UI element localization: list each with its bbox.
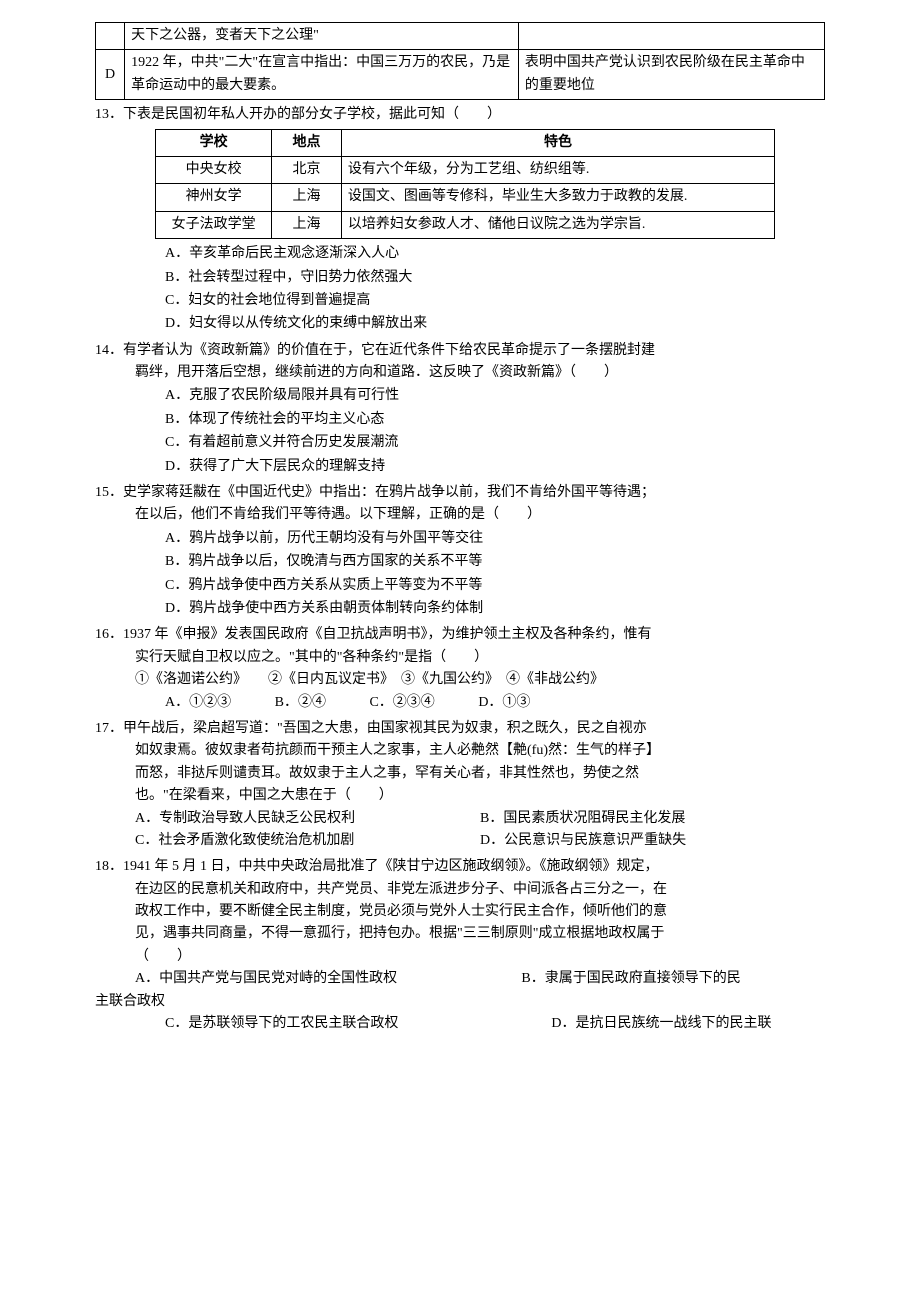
- question-stem: 16．1937 年《申报》发表国民政府《自卫抗战声明书》，为维护领土主权及各种条…: [95, 624, 825, 646]
- question-16: 16．1937 年《申报》发表国民政府《自卫抗战声明书》，为维护领土主权及各种条…: [95, 624, 825, 714]
- option-d: D．是抗日民族统一战线下的民主联: [551, 1013, 855, 1035]
- option-a: A．①②③: [165, 692, 231, 714]
- table-header: 学校: [156, 129, 272, 156]
- table-cell: 上海: [272, 184, 342, 211]
- option-d: D．妇女得以从传统文化的束缚中解放出来: [165, 313, 825, 335]
- question-stem-cont: 实行天赋自卫权以应之。"其中的"各种条约"是指（ ）: [95, 647, 825, 669]
- option-b-cont: 主联合政权: [95, 991, 825, 1013]
- table-cell: 北京: [272, 156, 342, 183]
- option-b: B．体现了传统社会的平均主义心态: [165, 409, 825, 431]
- question-stem-cont: 如奴隶焉。彼奴隶者苟抗颜而干预主人之家事，主人必艴然【艴(fu)然：生气的样子】: [95, 740, 825, 762]
- question-13: 13．下表是民国初年私人开办的部分女子学校，据此可知（ ） 学校 地点 特色 中…: [95, 104, 825, 336]
- question-stem-paren: （ ）: [95, 946, 825, 968]
- option-b: B．隶属于国民政府直接领导下的民: [521, 968, 825, 990]
- table-cell: [96, 23, 125, 50]
- question-stem: 18．1941 年 5 月 1 日，中共中央政治局批准了《陕甘宁边区施政纲领》。…: [95, 856, 825, 878]
- option-b: B．国民素质状况阻碍民主化发展: [480, 808, 825, 830]
- option-a: A．专制政治导致人民缺乏公民权利: [135, 808, 480, 830]
- table-cell: 女子法政学堂: [156, 211, 272, 238]
- options-list: A．辛亥革命后民主观念逐渐深入人心 B．社会转型过程中，守旧势力依然强大 C．妇…: [95, 243, 825, 336]
- option-d: D．获得了广大下层民众的理解支持: [165, 456, 825, 478]
- option-a: A．中国共产党与国民党对峙的全国性政权: [135, 968, 521, 990]
- question-18: 18．1941 年 5 月 1 日，中共中央政治局批准了《陕甘宁边区施政纲领》。…: [95, 856, 825, 1035]
- question-stem: 15．史学家蒋廷黻在《中国近代史》中指出：在鸦片战争以前，我们不肯给外国平等待遇…: [95, 482, 825, 504]
- table-header: 特色: [341, 129, 774, 156]
- option-c: C．社会矛盾激化致使统治危机加剧: [135, 830, 480, 852]
- option-a: A．辛亥革命后民主观念逐渐深入人心: [165, 243, 825, 265]
- option-b: B．社会转型过程中，守旧势力依然强大: [165, 267, 825, 289]
- option-a: A．鸦片战争以前，历代王朝均没有与外国平等交往: [165, 528, 825, 550]
- option-b: B．鸦片战争以后，仅晚清与西方国家的关系不平等: [165, 551, 825, 573]
- prev-question-table: 天下之公器，变者天下之公理" D 1922 年，中共"二大"在宣言中指出：中国三…: [95, 22, 825, 100]
- option-d: D．鸦片战争使中西方关系由朝贡体制转向条约体制: [165, 598, 825, 620]
- option-letter-d: D: [96, 50, 125, 100]
- options-list: A．克服了农民阶级局限并具有可行性 B．体现了传统社会的平均主义心态 C．有着超…: [95, 385, 825, 478]
- circled-statements: ①《洛迦诺公约》 ②《日内瓦议定书》 ③《九国公约》 ④《非战公约》: [95, 669, 825, 691]
- question-17: 17．甲午战后，梁启超写道："吾国之大患，由国家视其民为奴隶，积之既久，民之自视…: [95, 718, 825, 852]
- option-c: C．有着超前意义并符合历史发展潮流: [165, 432, 825, 454]
- table-cell: 神州女学: [156, 184, 272, 211]
- option-c: C．是苏联领导下的工农民主联合政权: [135, 1013, 551, 1035]
- table-cell: 天下之公器，变者天下之公理": [125, 23, 519, 50]
- question-stem-cont: 而怒，非挞斥则谴责耳。故奴隶于主人之事，罕有关心者，非其性然也，势使之然: [95, 763, 825, 785]
- options-2col: C．是苏联领导下的工农民主联合政权 D．是抗日民族统一战线下的民主联: [95, 1013, 825, 1035]
- table-cell: 设国文、图画等专修科，毕业生大多致力于政教的发展.: [341, 184, 774, 211]
- exam-page: 天下之公器，变者天下之公理" D 1922 年，中共"二大"在宣言中指出：中国三…: [0, 0, 920, 1077]
- option-a: A．克服了农民阶级局限并具有可行性: [165, 385, 825, 407]
- option-c: C．②③④: [369, 692, 434, 714]
- q13-schools-table: 学校 地点 特色 中央女校 北京 设有六个年级，分为工艺组、纺织组等. 神州女学…: [155, 129, 775, 240]
- question-stem: 13．下表是民国初年私人开办的部分女子学校，据此可知（ ）: [95, 104, 825, 126]
- option-d: D．①③: [478, 692, 530, 714]
- option-b: B．②④: [275, 692, 326, 714]
- table-cell: 表明中国共产党认识到农民阶级在民主革命中的重要地位: [518, 50, 824, 100]
- option-d: D．公民意识与民族意识严重缺失: [480, 830, 825, 852]
- options-2col: A．专制政治导致人民缺乏公民权利 B．国民素质状况阻碍民主化发展 C．社会矛盾激…: [95, 808, 825, 853]
- question-stem-cont: 见，遇事共同商量，不得一意孤行，把持包办。根据"三三制原则"成立根据地政权属于: [95, 923, 825, 945]
- question-stem: 17．甲午战后，梁启超写道："吾国之大患，由国家视其民为奴隶，积之既久，民之自视…: [95, 718, 825, 740]
- option-c: C．鸦片战争使中西方关系从实质上平等变为不平等: [165, 575, 825, 597]
- table-cell: [518, 23, 824, 50]
- question-stem-cont: 羁绊，甩开落后空想，继续前进的方向和道路．这反映了《资政新篇》（ ）: [95, 362, 825, 384]
- question-15: 15．史学家蒋廷黻在《中国近代史》中指出：在鸦片战争以前，我们不肯给外国平等待遇…: [95, 482, 825, 620]
- question-stem-cont: 在边区的民意机关和政府中，共产党员、非党左派进步分子、中间派各占三分之一，在: [95, 879, 825, 901]
- options-row: A．①②③ B．②④ C．②③④ D．①③: [95, 692, 825, 714]
- question-stem-cont: 政权工作中，要不断健全民主制度，党员必须与党外人士实行民主合作，倾听他们的意: [95, 901, 825, 923]
- table-header: 地点: [272, 129, 342, 156]
- table-cell: 以培养妇女参政人才、储他日议院之选为学宗旨.: [341, 211, 774, 238]
- option-c: C．妇女的社会地位得到普遍提高: [165, 290, 825, 312]
- table-cell: 中央女校: [156, 156, 272, 183]
- table-cell: 1922 年，中共"二大"在宣言中指出：中国三万万的农民，乃是革命运动中的最大要…: [125, 50, 519, 100]
- table-cell: 上海: [272, 211, 342, 238]
- options-list: A．鸦片战争以前，历代王朝均没有与外国平等交往 B．鸦片战争以后，仅晚清与西方国…: [95, 528, 825, 621]
- question-stem-cont: 也。"在梁看来，中国之大患在于（ ）: [95, 785, 825, 807]
- question-stem-cont: 在以后，他们不肯给我们平等待遇。以下理解，正确的是（ ）: [95, 504, 825, 526]
- question-14: 14．有学者认为《资政新篇》的价值在于，它在近代条件下给农民革命提示了一条摆脱封…: [95, 340, 825, 478]
- options-2col: A．中国共产党与国民党对峙的全国性政权 B．隶属于国民政府直接领导下的民: [95, 968, 825, 990]
- question-stem: 14．有学者认为《资政新篇》的价值在于，它在近代条件下给农民革命提示了一条摆脱封…: [95, 340, 825, 362]
- table-cell: 设有六个年级，分为工艺组、纺织组等.: [341, 156, 774, 183]
